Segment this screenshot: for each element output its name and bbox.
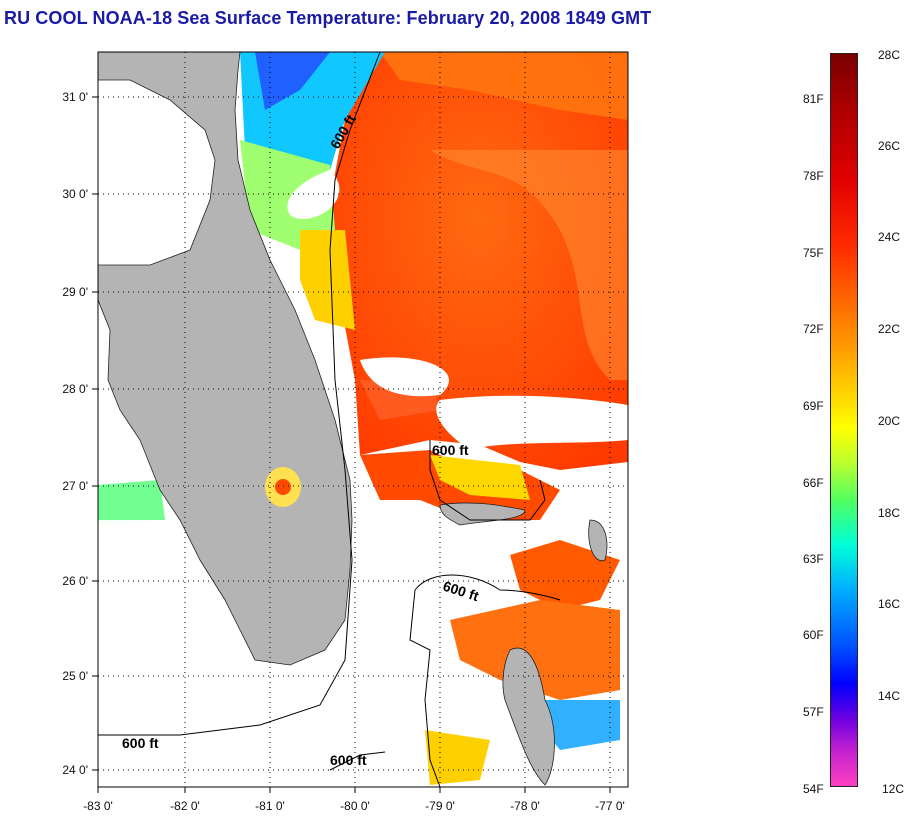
lat-label: 24 0' [62,763,88,777]
colorbar-c-label: 12C [882,782,905,796]
colorbar-f-label: 69F [803,399,824,413]
colorbar-c-label: 24C [878,230,901,244]
warm-filament [430,150,628,380]
lon-label: -79 0' [425,799,455,813]
colorbar-f-label: 63F [803,552,824,566]
lon-label: -78 0' [510,799,540,813]
isobath-label-straits: 600 ft [432,442,469,458]
isobath-label-west: 600 ft [122,735,159,751]
lat-label: 25 0' [62,669,88,683]
lon-label: -82 0' [170,799,200,813]
temperature-colorbar [830,53,858,787]
bahamas-grand-bahama [439,502,526,526]
colorbar-f-label: 57F [803,705,824,719]
lat-label: 27 0' [62,479,88,493]
bahamas-andros [502,647,555,786]
lat-label: 28 0' [62,382,88,396]
map-title: RU COOL NOAA-18 Sea Surface Temperature:… [4,8,652,28]
colorbar-f-label: 72F [803,322,824,336]
colorbar-c-label: 20C [878,414,901,428]
lat-label: 29 0' [62,285,88,299]
lon-label: -77 0' [595,799,625,813]
lat-label: 30 0' [62,187,88,201]
lon-label: -80 0' [340,799,370,813]
isobath-600ft [98,52,381,736]
florida-land [98,52,353,666]
colorbar-c-label: 26C [878,139,901,153]
lon-label: -83 0' [83,799,113,813]
colorbar-f-label: 66F [803,476,824,490]
colorbar-c-label: 18C [878,506,901,520]
colorbar-f-label: 60F [803,628,824,642]
lon-label: -81 0' [255,799,285,813]
colorbar-f-label: 78F [803,169,824,183]
colorbar-c-label: 14C [878,689,901,703]
lat-label: 26 0' [62,574,88,588]
colorbar-f-label: 81F [803,92,824,106]
lat-label: 31 0' [62,90,88,104]
colorbar-c-label: 22C [878,322,901,336]
colorbar-c-label: 28C [878,48,901,62]
isobath-label-south: 600 ft [330,752,367,768]
colorbar-f-label: 75F [803,246,824,260]
colorbar-c-label: 16C [878,597,901,611]
colorbar-f-label: 54F [803,782,824,796]
